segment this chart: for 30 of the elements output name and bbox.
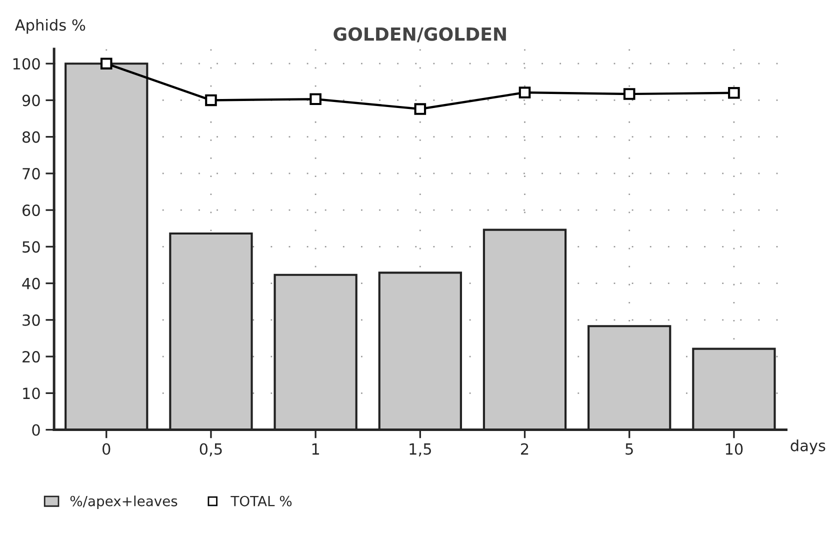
point — [205, 94, 217, 106]
y-tick-label: 40 — [22, 278, 40, 290]
x-tick-label: 5 — [626, 443, 633, 455]
y-tick-label: 50 — [22, 241, 40, 253]
x-axis-title: days — [790, 440, 826, 454]
x-tick-label: 2 — [521, 443, 528, 455]
y-tick-label: 0 — [32, 424, 40, 436]
legend-label: %/apex+leaves — [70, 496, 178, 510]
y-tick-label: 30 — [22, 314, 40, 326]
y-tick-label: 60 — [22, 204, 40, 216]
point — [310, 93, 322, 106]
y-tick-label: 100 — [13, 58, 40, 70]
y-tick-label: 90 — [22, 94, 40, 106]
y-axis-title: Aphids % — [14, 18, 86, 34]
y-tick-label: 20 — [22, 350, 40, 363]
chart-title: GOLDEN/GOLDEN — [334, 27, 506, 42]
y-tick-label: 10 — [23, 388, 40, 400]
point — [518, 86, 531, 98]
point — [100, 58, 112, 70]
x-tick-label: 1,5 — [410, 443, 431, 456]
x-tick-label: 10 — [726, 443, 743, 455]
point — [728, 86, 740, 99]
x-tick-label: 1 — [312, 443, 320, 455]
legend-label: TOTAL % — [230, 496, 292, 506]
x-tick-label: 0 — [102, 443, 110, 455]
point — [414, 103, 426, 115]
point — [623, 88, 636, 100]
y-tick-label: 80 — [22, 131, 40, 143]
y-tick-label: 70 — [22, 168, 40, 180]
x-tick-label: 0,5 — [200, 443, 222, 456]
